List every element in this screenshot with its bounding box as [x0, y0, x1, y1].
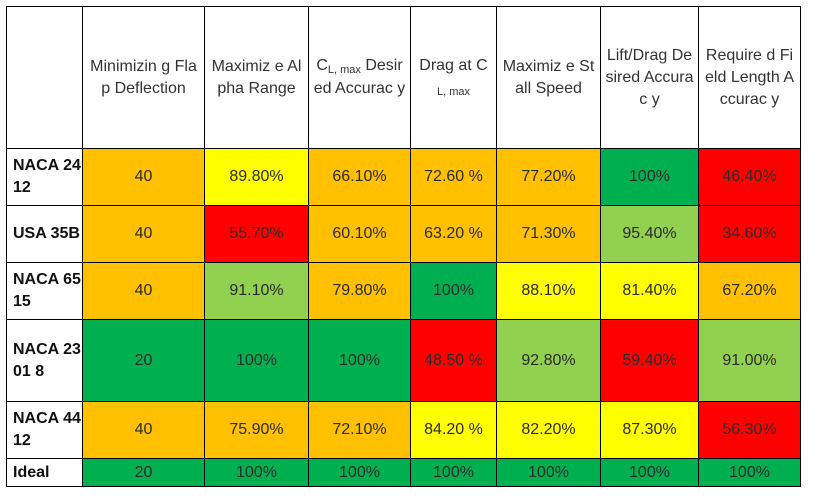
value-cell: 84.20 % — [410, 401, 497, 459]
value-cell: 55.70% — [204, 205, 309, 263]
header-cell: Minimizin g Flap Deflection — [82, 6, 205, 149]
value-cell: 40 — [82, 205, 205, 263]
row-label: Ideal — [6, 458, 83, 487]
header-label: Drag at C — [419, 57, 488, 74]
corner-cell — [6, 6, 83, 149]
value-cell: 34.60% — [698, 205, 801, 263]
value-cell: 66.10% — [308, 148, 411, 206]
value-cell: 100% — [204, 319, 309, 402]
value-cell: 100% — [698, 458, 801, 487]
value-cell: 88.10% — [496, 262, 601, 320]
value-cell: 72.10% — [308, 401, 411, 459]
header-label: Maximiz e Stall Speed — [502, 57, 595, 97]
header-subscript: L, max — [436, 86, 470, 98]
value-cell: 87.30% — [600, 401, 699, 459]
value-cell: 92.80% — [496, 319, 601, 402]
header-cell: CL, max Desired Accurac y — [308, 6, 411, 149]
value-cell: 59.40% — [600, 319, 699, 402]
table-row: NACA 4412 40 75.90% 72.10% 84.20 % 82.20… — [6, 401, 801, 459]
header-cell: Lift/Drag Desired Accurac y — [600, 6, 699, 149]
value-cell: 48.50 % — [410, 319, 497, 402]
value-cell: 71.30% — [496, 205, 601, 263]
header-row: Minimizin g Flap Deflection Maximiz e Al… — [6, 6, 801, 149]
row-label: NACA 2301 8 — [6, 319, 83, 402]
value-cell: 40 — [82, 262, 205, 320]
value-cell: 46.40% — [698, 148, 801, 206]
table-row: Ideal 20 100% 100% 100% 100% 100% 100% — [6, 458, 801, 487]
header-label-cont: Desired Accurac y — [313, 57, 406, 97]
value-cell: 63.20 % — [410, 205, 497, 263]
table-row: USA 35B 40 55.70% 60.10% 63.20 % 71.30% … — [6, 205, 801, 263]
header-subscript: L, max — [327, 64, 361, 76]
value-cell: 40 — [82, 401, 205, 459]
value-cell: 82.20% — [496, 401, 601, 459]
row-label: NACA 2412 — [6, 148, 83, 206]
header-label: Maximiz e Alpha Range — [211, 57, 302, 97]
header-label: Require d Field Length Accurac y — [705, 46, 794, 108]
row-label: NACA 4412 — [6, 401, 83, 459]
header-cell: Maximiz e Stall Speed — [496, 6, 601, 149]
value-cell: 60.10% — [308, 205, 411, 263]
table-row: NACA 6515 40 91.10% 79.80% 100% 88.10% 8… — [6, 262, 801, 320]
value-cell: 67.20% — [698, 262, 801, 320]
value-cell: 81.40% — [600, 262, 699, 320]
row-label: USA 35B — [6, 205, 83, 263]
value-cell: 40 — [82, 148, 205, 206]
value-cell: 72.60 % — [410, 148, 497, 206]
header-cell: Require d Field Length Accurac y — [698, 6, 801, 149]
value-cell: 79.80% — [308, 262, 411, 320]
value-cell: 91.10% — [204, 262, 309, 320]
header-label: Minimizin g Flap Deflection — [90, 57, 197, 97]
value-cell: 100% — [410, 458, 497, 487]
value-cell: 20 — [82, 319, 205, 402]
header-label: Lift/Drag Desired Accurac y — [605, 46, 694, 108]
value-cell: 100% — [600, 148, 699, 206]
value-cell: 75.90% — [204, 401, 309, 459]
table-row: NACA 2301 8 20 100% 100% 48.50 % 92.80% … — [6, 319, 801, 402]
header-label: C — [316, 57, 328, 74]
value-cell: 100% — [204, 458, 309, 487]
value-cell: 91.00% — [698, 319, 801, 402]
value-cell: 56.30% — [698, 401, 801, 459]
value-cell: 100% — [308, 319, 411, 402]
value-cell: 77.20% — [496, 148, 601, 206]
comparison-table: Minimizin g Flap Deflection Maximiz e Al… — [6, 6, 801, 487]
row-label: NACA 6515 — [6, 262, 83, 320]
value-cell: 95.40% — [600, 205, 699, 263]
value-cell: 100% — [308, 458, 411, 487]
header-cell: Maximiz e Alpha Range — [204, 6, 309, 149]
value-cell: 100% — [496, 458, 601, 487]
value-cell: 89.80% — [204, 148, 309, 206]
header-cell: Drag at C L, max — [410, 6, 497, 149]
value-cell: 20 — [82, 458, 205, 487]
value-cell: 100% — [410, 262, 497, 320]
table-row: NACA 2412 40 89.80% 66.10% 72.60 % 77.20… — [6, 148, 801, 206]
value-cell: 100% — [600, 458, 699, 487]
